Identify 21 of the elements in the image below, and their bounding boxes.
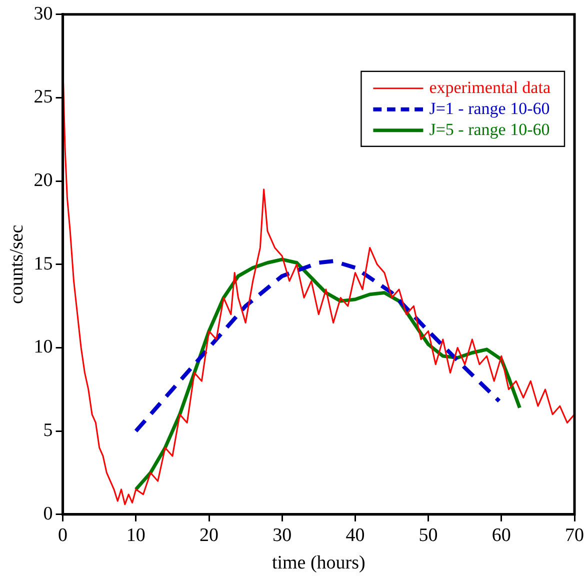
line-series [134, 259, 502, 434]
x-axis-title: time (hours) [272, 552, 366, 574]
y-tick-label: 10 [34, 336, 53, 358]
x-tick-label: 0 [58, 524, 68, 546]
y-tick-label: 5 [43, 420, 53, 442]
x-tick-label: 70 [565, 524, 584, 546]
y-tick-label: 20 [34, 170, 53, 192]
y-tick-label: 30 [34, 3, 53, 24]
legend-label: J=5 - range 10-60 [429, 120, 550, 139]
legend-label: J=1 - range 10-60 [429, 98, 550, 118]
x-tick-label: 10 [126, 524, 146, 546]
x-tick-label: 30 [272, 524, 292, 546]
y-tick-label: 15 [34, 253, 53, 274]
x-tick-label: 60 [492, 524, 511, 546]
y-axis-title: counts/sec [6, 224, 28, 304]
x-tick-label: 20 [200, 524, 218, 546]
y-tick-label: 25 [34, 86, 53, 108]
y-tick-label: 0 [43, 503, 53, 524]
legend-label: experimental data [429, 78, 551, 97]
x-tick-label: 50 [418, 524, 438, 546]
x-tick-label: 40 [346, 524, 365, 546]
